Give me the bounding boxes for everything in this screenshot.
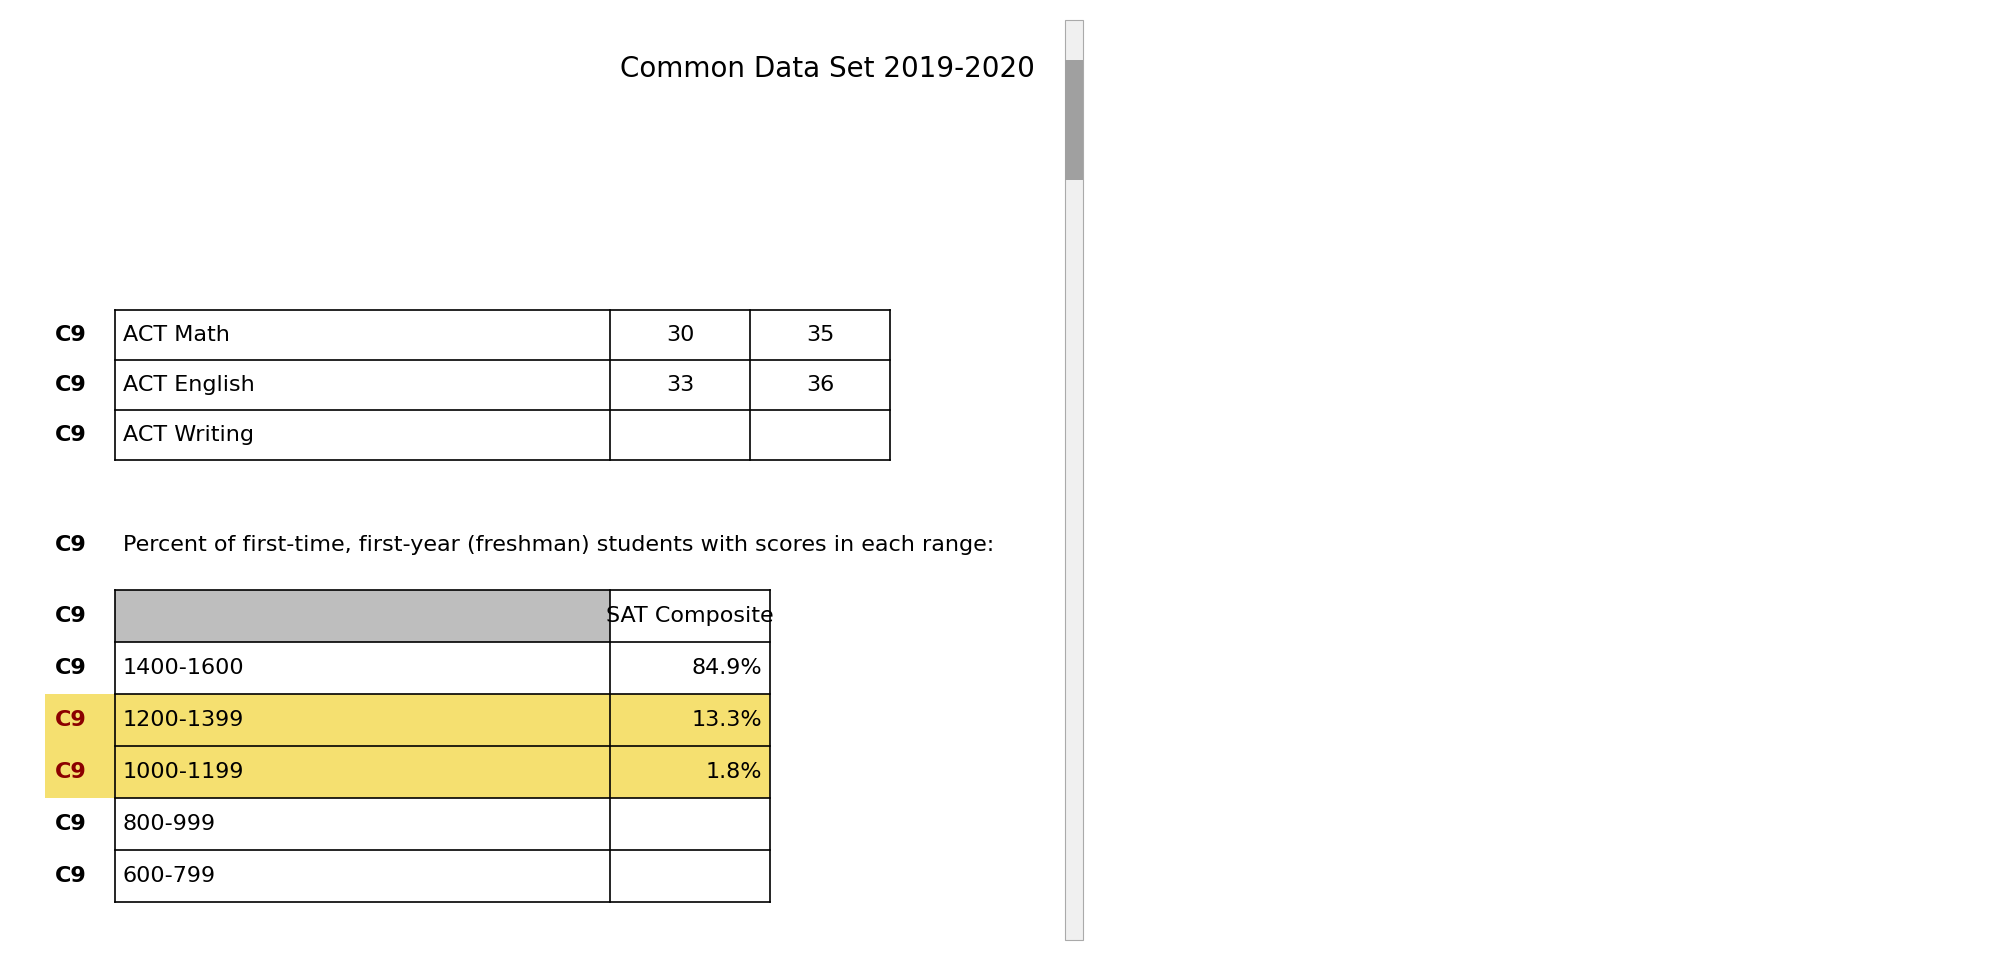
Text: 30: 30 xyxy=(666,325,694,345)
Bar xyxy=(1064,60,1084,180)
Text: Common Data Set 2019-2020: Common Data Set 2019-2020 xyxy=(620,55,1034,83)
Text: ACT Math: ACT Math xyxy=(124,325,230,345)
Text: 33: 33 xyxy=(666,375,694,395)
Text: 84.9%: 84.9% xyxy=(692,658,762,678)
Text: 600-799: 600-799 xyxy=(124,866,216,886)
Bar xyxy=(44,746,770,798)
Text: C9: C9 xyxy=(56,710,86,730)
Text: C9: C9 xyxy=(56,375,86,395)
Text: 800-999: 800-999 xyxy=(124,814,216,834)
Text: C9: C9 xyxy=(56,535,86,555)
Text: C9: C9 xyxy=(56,866,86,886)
Text: 1.8%: 1.8% xyxy=(706,762,762,782)
Text: 1400-1600: 1400-1600 xyxy=(124,658,244,678)
Text: C9: C9 xyxy=(56,814,86,834)
Text: Percent of first-time, first-year (freshman) students with scores in each range:: Percent of first-time, first-year (fresh… xyxy=(124,535,994,555)
Text: SAT Composite: SAT Composite xyxy=(606,606,774,626)
Text: C9: C9 xyxy=(56,325,86,345)
Bar xyxy=(1064,20,1084,940)
Text: C9: C9 xyxy=(56,606,86,626)
Bar xyxy=(116,590,610,642)
Text: 1000-1199: 1000-1199 xyxy=(124,762,244,782)
Text: ACT English: ACT English xyxy=(124,375,254,395)
Text: C9: C9 xyxy=(56,658,86,678)
Text: C9: C9 xyxy=(56,762,86,782)
Text: C9: C9 xyxy=(56,425,86,445)
Text: ACT Writing: ACT Writing xyxy=(124,425,254,445)
Text: 35: 35 xyxy=(806,325,834,345)
Text: 1200-1399: 1200-1399 xyxy=(124,710,244,730)
Text: 36: 36 xyxy=(806,375,834,395)
Bar xyxy=(44,694,770,746)
Text: 13.3%: 13.3% xyxy=(692,710,762,730)
